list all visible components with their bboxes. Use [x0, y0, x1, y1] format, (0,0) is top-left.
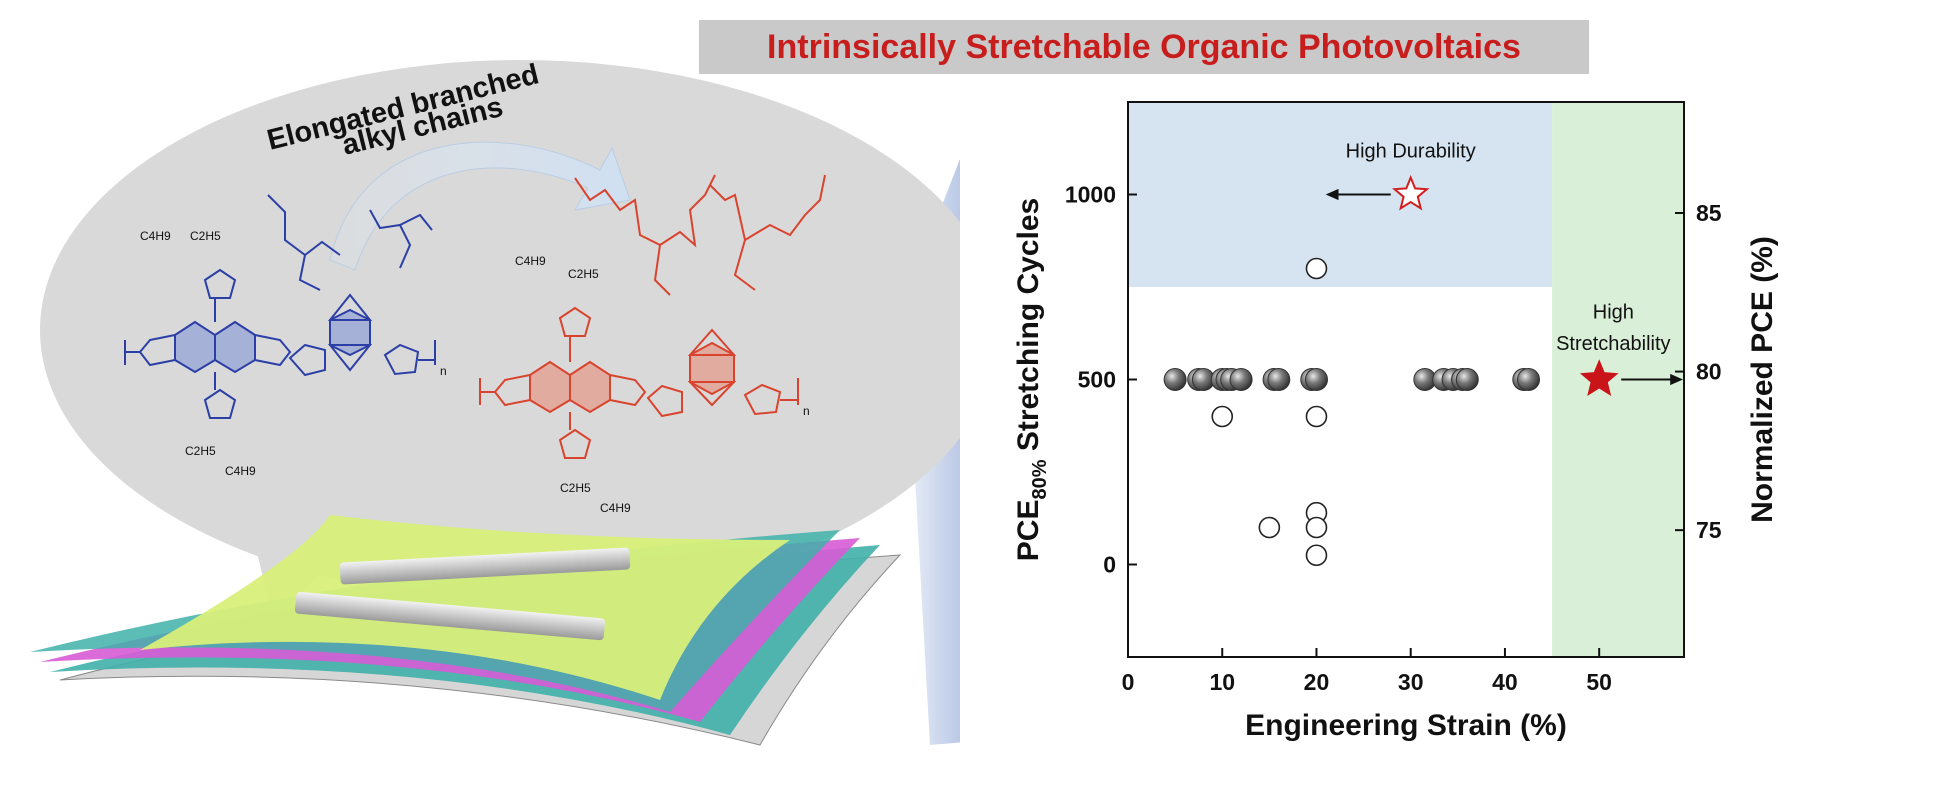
data-point-open — [1258, 516, 1281, 539]
y-left-tick-label: 500 — [1078, 367, 1116, 393]
polymer-red — [479, 174, 826, 459]
c2h5-label-1: C2H5 — [190, 229, 221, 243]
electrode-1 — [339, 547, 631, 585]
x-tick-label: 10 — [1209, 669, 1235, 695]
durability-arrow-head — [1325, 188, 1339, 201]
high-durability-label: High Durability — [1346, 141, 1476, 163]
x-tick-label: 20 — [1304, 669, 1330, 695]
x-tick-label: 50 — [1586, 669, 1612, 695]
c2h5-label-2: C2H5 — [185, 444, 216, 458]
data-point-filled — [1163, 368, 1187, 391]
y-axis-left-label: PCE80% Stretching Cycles — [1012, 198, 1051, 561]
data-point-open — [1305, 516, 1328, 539]
c2h5-label-4: C2H5 — [560, 481, 591, 495]
open-star-marker — [1391, 174, 1430, 211]
x-tick-label: 40 — [1492, 669, 1518, 695]
polymer-red-labels: C4H9 C2H5 C2H5 C4H9 n — [515, 254, 810, 515]
data-point-filled — [1455, 368, 1479, 391]
page-title: Intrinsically Stretchable Organic Photov… — [767, 27, 1521, 66]
title-banner: Intrinsically Stretchable Organic Photov… — [699, 20, 1589, 74]
curved-arrow — [329, 141, 631, 271]
n-label-1: n — [440, 364, 447, 378]
data-point-filled — [1267, 368, 1291, 391]
y-right-tick-label: 75 — [1696, 517, 1722, 543]
high-stretchability-label-2: Stretchability — [1556, 333, 1671, 355]
y-axis-right-label: Normalized PCE (%) — [1746, 236, 1779, 523]
x-axis-label: Engineering Strain (%) — [1245, 709, 1567, 742]
y-left-tick-label: 0 — [1103, 552, 1116, 578]
polymer-blue-labels: C4H9 C2H5 C2H5 C4H9 n — [140, 229, 447, 478]
data-point-filled — [1517, 368, 1541, 391]
x-tick-label: 0 — [1122, 669, 1135, 695]
c4h9-label-3: C4H9 — [515, 254, 546, 268]
y-axis-left-label-main: PCE — [1012, 500, 1045, 562]
stretched-device — [30, 515, 902, 746]
n-label-2: n — [803, 404, 810, 418]
molecule-device-illustration: Elongated branched alkyl chains C4H9 C2H… — [30, 58, 960, 746]
x-tick-label: 30 — [1398, 669, 1424, 695]
annotations-layer: High Durability High Stretchability — [1325, 141, 1683, 396]
c4h9-label-2: C4H9 — [225, 464, 256, 478]
data-point-open — [1305, 405, 1328, 428]
speech-bubble — [40, 60, 960, 600]
y-left-tick-label: 1000 — [1065, 182, 1116, 208]
c2h5-label-3: C2H5 — [568, 267, 599, 281]
electrode-2 — [294, 591, 606, 641]
polymer-blue — [124, 194, 436, 419]
y-axis-left-label-rest: Stretching Cycles — [1012, 198, 1045, 460]
data-point-open — [1305, 257, 1328, 280]
y-right-tick-label: 80 — [1696, 359, 1722, 385]
points-layer — [1163, 257, 1541, 567]
c4h9-label-1: C4H9 — [140, 229, 171, 243]
y-axis-left-label-sub: 80% — [1029, 459, 1051, 499]
high-stretchability-label-1: High — [1593, 301, 1634, 323]
data-point-filled — [1304, 368, 1328, 391]
y-right-tick-label: 85 — [1696, 200, 1722, 226]
filled-star-marker — [1579, 359, 1619, 396]
data-point-open — [1305, 544, 1328, 567]
c4h9-label-4: C4H9 — [600, 501, 631, 515]
data-point-filled — [1229, 368, 1253, 391]
stretchability-arrow-head — [1670, 373, 1683, 386]
data-point-open — [1211, 405, 1234, 428]
